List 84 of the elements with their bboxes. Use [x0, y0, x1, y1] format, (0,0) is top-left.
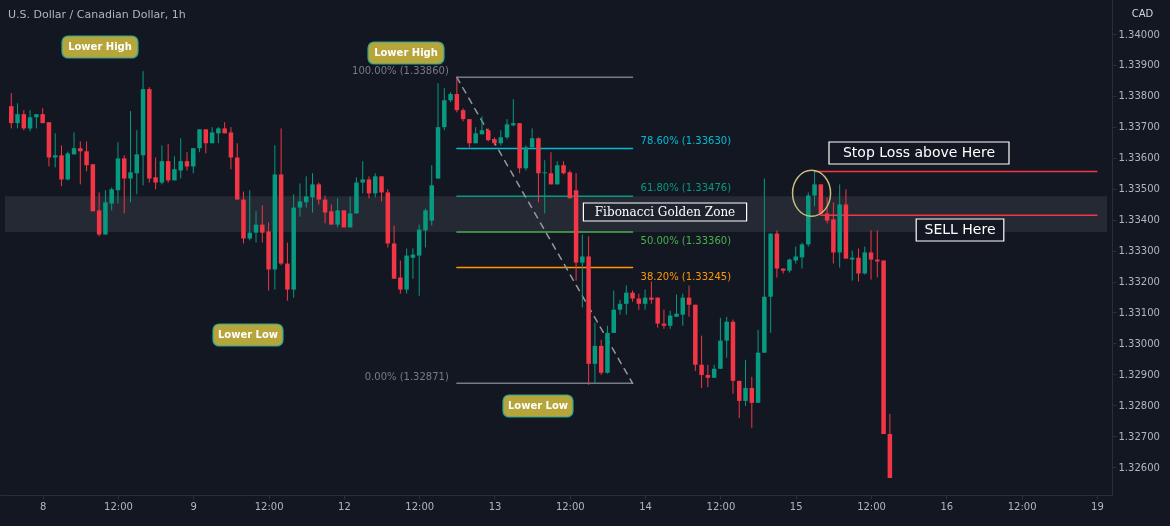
candlestick: [310, 172, 315, 214]
x-tick-label: 19: [1091, 500, 1104, 512]
candlestick: [9, 92, 14, 129]
candlestick: [247, 189, 252, 241]
candlestick: [868, 229, 874, 281]
candlestick: [84, 140, 89, 172]
x-tick-label: 13: [488, 500, 502, 512]
y-tick-label: 1.32700: [1118, 430, 1160, 442]
candlestick: [322, 195, 328, 224]
candlestick: [360, 160, 365, 194]
series-label: 78.60% (1.33630): [640, 134, 732, 146]
x-tick-label: 15: [789, 500, 803, 512]
y-tick-label: 1.32800: [1118, 399, 1160, 411]
candlestick: [749, 376, 755, 429]
candlestick: [373, 172, 378, 198]
y-tick-label: 1.33300: [1118, 245, 1160, 257]
y-tick-label: 1.33800: [1118, 90, 1160, 102]
candlestick: [379, 175, 384, 202]
series-label: 50.00% (1.33360): [640, 235, 732, 247]
x-tick-label: 12:00: [254, 500, 284, 512]
x-tick-label: 12:00: [555, 500, 585, 512]
annotation: Lower Low: [507, 400, 569, 411]
x-tick-label: 12:00: [706, 500, 736, 512]
x-tick-label: 9: [190, 500, 197, 512]
text: U.S. Dollar / Canadian Dollar, 1h: [8, 8, 186, 21]
x-tick-label: 12:00: [104, 500, 133, 512]
y-tick-label: 1.33700: [1118, 121, 1160, 133]
series-label: 0.00% (1.32871): [364, 371, 449, 383]
y-axis-title: CAD: [1131, 7, 1154, 19]
candlestick: [197, 128, 202, 153]
candlestick: [121, 154, 127, 214]
candlestick: [624, 285, 629, 316]
x-tick-label: 16: [940, 500, 954, 512]
series-label: 100.00% (1.33860): [352, 65, 449, 77]
candlestick: [611, 290, 616, 334]
x-tick-label: 12:00: [1007, 500, 1037, 512]
candlestick: [335, 197, 340, 228]
annotation: Stop Loss above Here: [842, 144, 996, 160]
annotation: SELL Here: [924, 221, 996, 237]
annotation: Lower High: [68, 41, 132, 52]
y-tick-label: 1.33200: [1118, 276, 1160, 288]
y-tick-label: 1.33500: [1118, 183, 1160, 195]
candlestick: [128, 110, 133, 203]
candlestick: [617, 299, 623, 316]
candlestick: [303, 175, 309, 209]
candlestick: [504, 118, 510, 140]
candlestick: [856, 247, 861, 283]
candlestick: [724, 316, 729, 359]
y-tick-label: 1.33600: [1118, 152, 1160, 164]
x-tick-label: 12:00: [857, 500, 886, 512]
y-tick-label: 1.34000: [1118, 28, 1160, 40]
series-label: 61.80% (1.33476): [640, 182, 732, 194]
candlestick: [297, 182, 303, 218]
series-label: 38.20% (1.33245): [640, 270, 732, 282]
annotation: Lower High: [374, 47, 438, 58]
candlestick: [799, 242, 805, 270]
y-tick-label: 1.33100: [1118, 306, 1160, 318]
candlestick: [159, 144, 165, 185]
y-tick-label: 1.33000: [1118, 337, 1160, 349]
candlestick: [529, 127, 535, 149]
y-tick-label: 1.33900: [1118, 59, 1160, 71]
candlestick: [580, 234, 585, 309]
band-label: Fibonacci Golden Zone: [594, 205, 736, 219]
candlestick: [316, 182, 322, 205]
candlestick: [674, 294, 679, 318]
y-tick-label: 1.33400: [1118, 214, 1160, 226]
candlestick: [699, 335, 704, 389]
candlestick: [78, 140, 83, 185]
candlestick: [705, 364, 711, 388]
y-tick-label: 1.32600: [1118, 461, 1160, 473]
candlestick: [511, 98, 516, 127]
candlestick: [15, 102, 20, 129]
candlestick: [191, 147, 196, 174]
annotation: Lower Low: [217, 329, 279, 340]
x-tick-label: 14: [639, 500, 652, 512]
candlestick: [398, 259, 403, 295]
candlestick: [329, 204, 334, 226]
candlestick: [812, 170, 817, 207]
x-tick-label: 12: [338, 500, 351, 512]
x-tick-label: 12:00: [405, 500, 435, 512]
y-tick-label: 1.32900: [1118, 368, 1160, 380]
candlestick: [849, 250, 855, 282]
x-tick-label: 8: [39, 500, 47, 512]
candlestick: [743, 359, 748, 407]
